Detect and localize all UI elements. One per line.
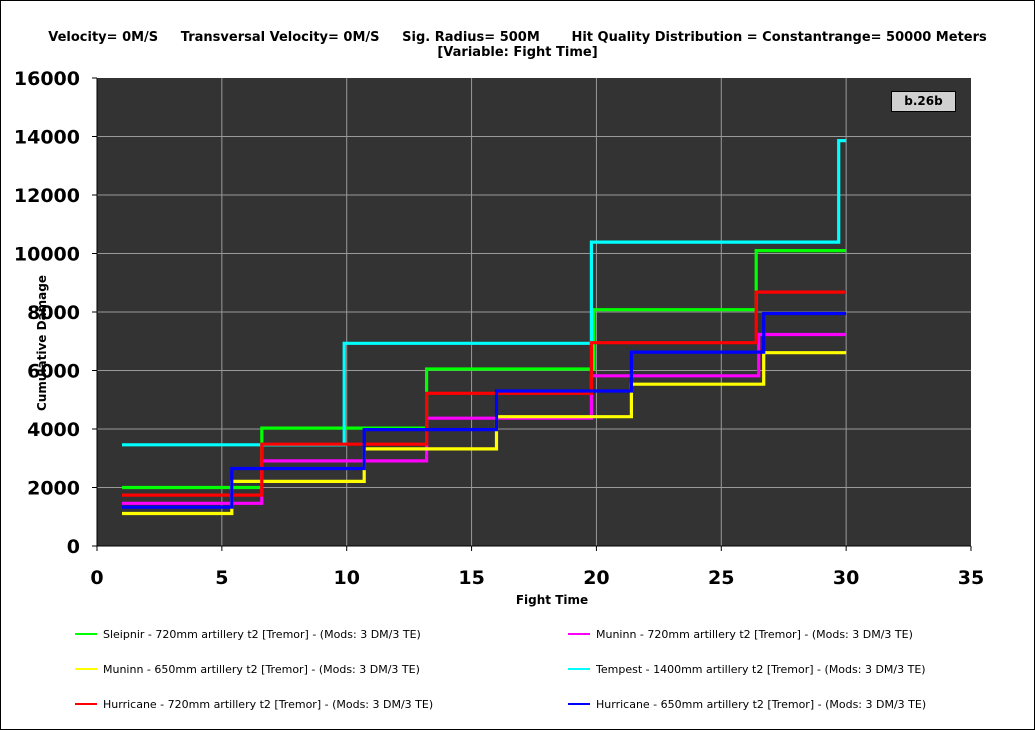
- y-tick-label: 4000: [27, 419, 80, 441]
- legend-label: Muninn - 720mm artillery t2 [Tremor] - (…: [596, 627, 913, 641]
- x-tick-label: 15: [458, 567, 484, 589]
- x-tick-label: 35: [958, 567, 984, 589]
- legend-label: Sleipnir - 720mm artillery t2 [Tremor] -…: [103, 627, 421, 641]
- x-tick-label: 0: [90, 567, 103, 589]
- legend-swatch: [568, 633, 590, 635]
- x-axis-label: Fight Time: [516, 593, 588, 607]
- y-tick-label: 8000: [27, 302, 80, 324]
- legend-swatch: [75, 703, 97, 705]
- legend-item: Tempest - 1400mm artillery t2 [Tremor] -…: [568, 661, 926, 677]
- x-tick-label: 5: [215, 567, 228, 589]
- legend-item: Muninn - 720mm artillery t2 [Tremor] - (…: [568, 626, 913, 642]
- y-tick-label: 2000: [27, 478, 80, 500]
- legend-item: Hurricane - 720mm artillery t2 [Tremor] …: [75, 696, 433, 712]
- legend-label: Hurricane - 650mm artillery t2 [Tremor] …: [596, 697, 927, 711]
- legend-label: Muninn - 650mm artillery t2 [Tremor] - (…: [103, 662, 420, 676]
- y-tick-label: 6000: [27, 361, 80, 383]
- chart-title-line1: Velocity= 0M/S Transversal Velocity= 0M/…: [48, 30, 987, 45]
- legend-swatch: [75, 668, 97, 670]
- x-tick-label: 25: [708, 567, 734, 589]
- y-tick-label: 14000: [14, 127, 80, 149]
- y-tick-label: 10000: [14, 244, 80, 266]
- legend-item: Sleipnir - 720mm artillery t2 [Tremor] -…: [75, 626, 421, 642]
- series-line-4: [122, 139, 847, 447]
- x-tick-label: 30: [833, 567, 859, 589]
- y-tick-label: 12000: [14, 185, 80, 207]
- legend-item: Hurricane - 650mm artillery t2 [Tremor] …: [568, 696, 926, 712]
- y-axis-label: Cumulative Damage: [35, 275, 49, 411]
- y-tick-label: 16000: [14, 68, 80, 90]
- legend-swatch: [568, 668, 590, 670]
- series-layer: [122, 139, 847, 516]
- legend-item: Muninn - 650mm artillery t2 [Tremor] - (…: [75, 661, 420, 677]
- series-line-6: [122, 311, 847, 509]
- y-tick-label: 0: [67, 536, 80, 558]
- version-badge: b.26b: [891, 91, 956, 112]
- axes: 0 2000 4000 6000 8000 10000 12000 14000 16000 0 5 1…: [14, 68, 984, 589]
- legend-label: Tempest - 1400mm artillery t2 [Tremor] -…: [596, 662, 926, 676]
- legend-swatch: [75, 633, 97, 635]
- chart-title-line2: [Variable: Fight Time]: [437, 45, 598, 60]
- legend-label: Hurricane - 720mm artillery t2 [Tremor] …: [103, 697, 434, 711]
- x-tick-label: 10: [333, 567, 359, 589]
- legend-swatch: [568, 703, 590, 705]
- x-tick-label: 20: [583, 567, 609, 589]
